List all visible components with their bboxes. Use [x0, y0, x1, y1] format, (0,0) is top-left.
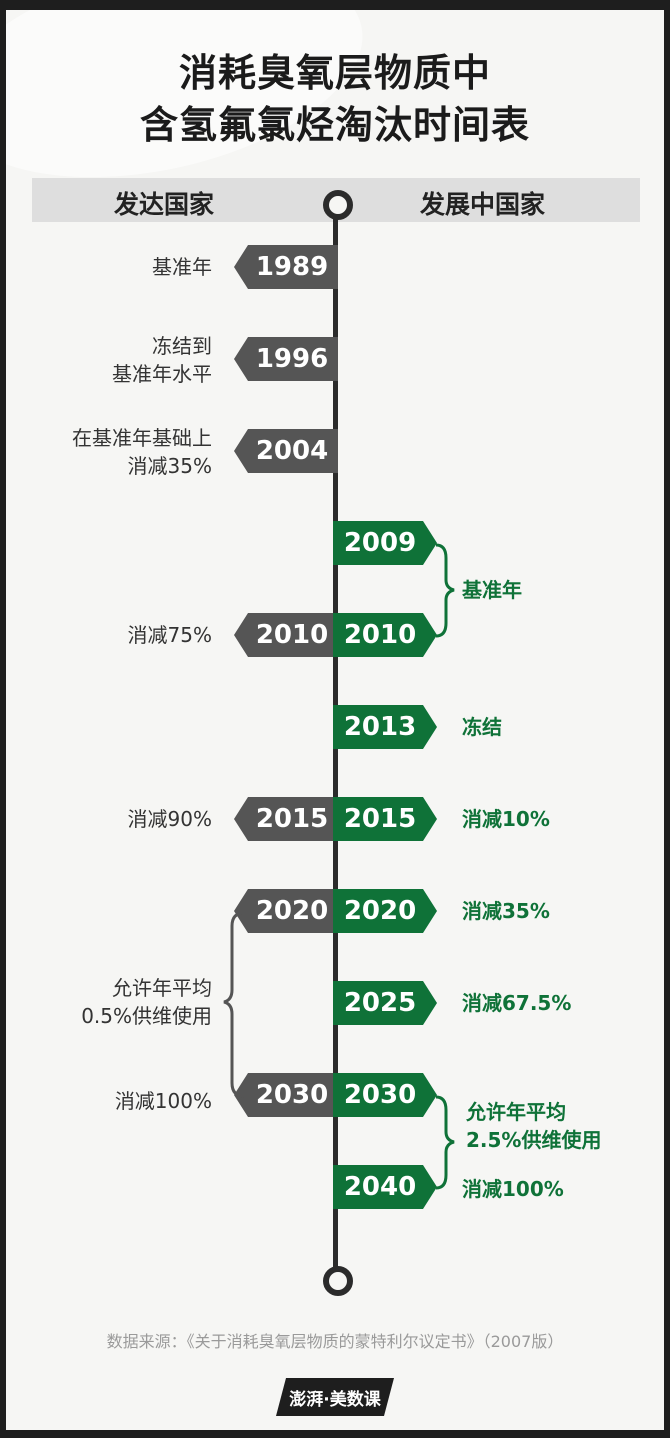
developed-text-1996: 冻结到 基准年水平 — [112, 334, 212, 386]
developing-text-2040: 消减100% — [462, 1177, 564, 1201]
developing-text-2025: 消减67.5% — [462, 991, 572, 1015]
brace-developed-allowance — [223, 911, 245, 1098]
developing-year-2015: 2015 — [333, 797, 437, 841]
infographic: 消耗臭氧层物质中 含氢氟氯烃淘汰时间表 发达国家 发展中国家 1989 基准年 … — [6, 10, 664, 1430]
developed-year-1989: 1989 — [234, 245, 338, 289]
logo: 澎湃·美数课 — [276, 1378, 394, 1416]
brace-developing-baseline — [435, 543, 455, 638]
header-developing: 发展中国家 — [420, 190, 546, 219]
source-note: 数据来源：《关于消耗臭氧层物质的蒙特利尔议定书》（2007版） — [106, 1332, 564, 1351]
brace-developing-allowance — [435, 1095, 455, 1190]
developing-range-baseline: 基准年 — [462, 578, 522, 602]
developing-text-2020: 消减35% — [462, 899, 550, 923]
developed-year-1996: 1996 — [234, 337, 338, 381]
developed-text-2030: 消减100% — [114, 1089, 212, 1113]
developing-year-2010: 2010 — [333, 613, 437, 657]
developed-year-2030: 2030 — [234, 1073, 338, 1117]
developed-text-2015: 消减90% — [127, 807, 212, 831]
developed-range-text: 允许年平均 0.5%供维使用 — [81, 976, 212, 1028]
timeline-end-node — [323, 1266, 353, 1296]
developing-year-2025: 2025 — [333, 981, 437, 1025]
developed-year-2015: 2015 — [234, 797, 338, 841]
developed-text-1989: 基准年 — [152, 255, 212, 279]
developing-text-2013: 冻结 — [462, 715, 502, 739]
developing-year-2009: 2009 — [333, 521, 437, 565]
developing-year-2030: 2030 — [333, 1073, 437, 1117]
developing-range-allowance: 允许年平均 2.5%供维使用 — [466, 1100, 602, 1152]
developed-text-2010: 消减75% — [127, 623, 212, 647]
developed-year-2010: 2010 — [234, 613, 338, 657]
developing-year-2040: 2040 — [333, 1165, 437, 1209]
developing-text-2015: 消减10% — [462, 807, 550, 831]
title-line-2: 含氢氟氯烃淘汰时间表 — [139, 103, 530, 147]
developed-text-2004: 在基准年基础上 消减35% — [72, 426, 212, 478]
header-developed: 发达国家 — [114, 190, 215, 219]
developed-year-2004: 2004 — [234, 429, 338, 473]
developing-year-2013: 2013 — [333, 705, 437, 749]
timeline-start-node — [323, 190, 353, 220]
title-line-1: 消耗臭氧层物质中 — [178, 51, 491, 95]
developing-year-2020: 2020 — [333, 889, 437, 933]
developed-year-2020: 2020 — [234, 889, 338, 933]
